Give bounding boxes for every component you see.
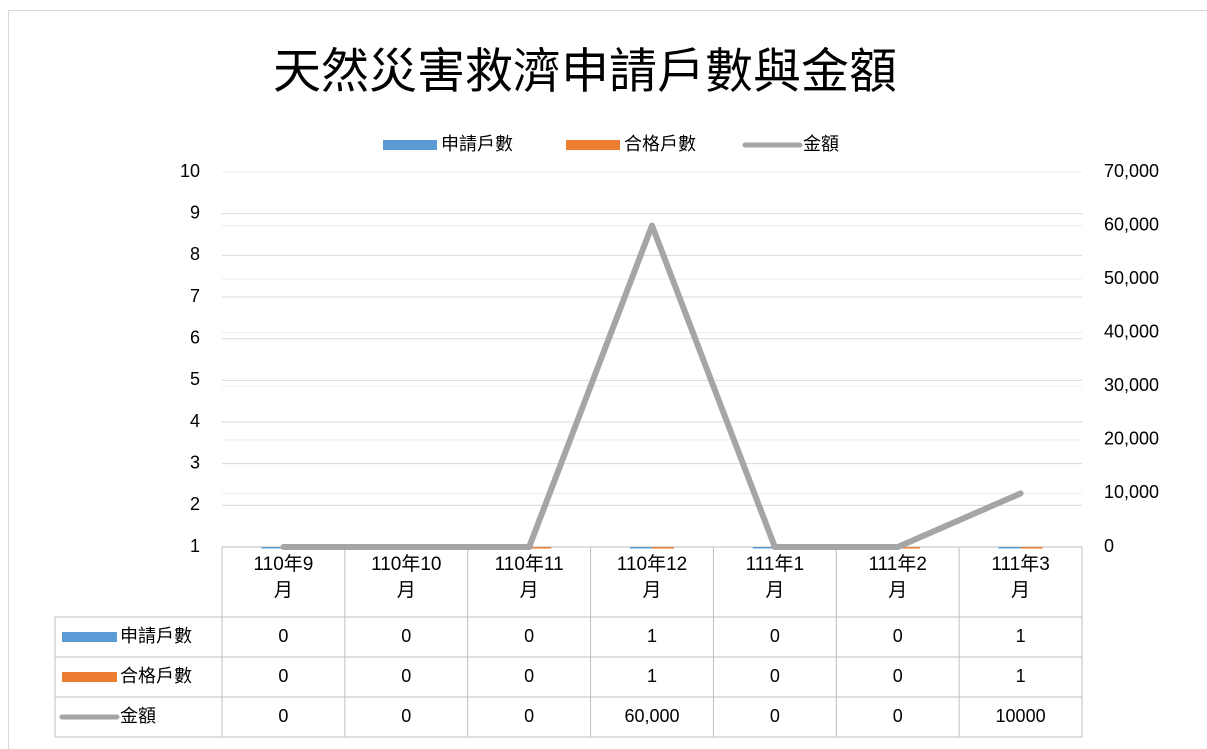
- bar: [1020, 547, 1043, 549]
- table-value: 0: [770, 666, 780, 686]
- table-value: 0: [524, 706, 534, 726]
- table-value: 0: [401, 706, 411, 726]
- legend-label: 申請戶數: [441, 134, 513, 154]
- y-tick-label: 7: [190, 286, 200, 306]
- table-value: 0: [278, 706, 288, 726]
- y-tick-label: 8: [190, 244, 200, 264]
- table-value: 0: [524, 666, 534, 686]
- table-row-label: 申請戶數: [120, 626, 192, 646]
- table-value: 60,000: [624, 706, 679, 726]
- table-value: 0: [770, 706, 780, 726]
- chart-border: [8, 10, 1207, 749]
- y2-tick-label: 50,000: [1104, 268, 1159, 288]
- x-tick-label: 111年3月: [991, 554, 1050, 601]
- legend-key: [566, 140, 620, 150]
- table-value: 1: [647, 666, 657, 686]
- y-tick-label: 9: [190, 202, 200, 222]
- y2-tick-label: 70,000: [1104, 161, 1159, 181]
- bar: [897, 547, 920, 549]
- y2-tick-label: 40,000: [1104, 321, 1159, 341]
- y-tick-label: 2: [190, 494, 200, 514]
- bar: [998, 547, 1021, 549]
- table-value: 0: [893, 706, 903, 726]
- x-tick-label: 111年2月: [868, 554, 927, 601]
- y2-tick-label: 30,000: [1104, 375, 1159, 395]
- table-value: 0: [278, 666, 288, 686]
- y-tick-label: 3: [190, 452, 200, 472]
- y-tick-label: 1: [190, 536, 200, 556]
- legend-label: 金額: [803, 134, 839, 154]
- x-tick-label: 111年1月: [745, 554, 805, 601]
- y2-tick-label: 10,000: [1104, 482, 1159, 502]
- y-tick-label: 6: [190, 327, 200, 347]
- table-key: [62, 632, 117, 642]
- table-value: 1: [1016, 666, 1026, 686]
- y-tick-label: 10: [180, 161, 200, 181]
- chart-title: 天然災害救濟申請戶數與金額: [273, 46, 897, 99]
- line-series: [280, 222, 1024, 550]
- table-value: 0: [278, 626, 288, 646]
- table-value: 0: [524, 626, 534, 646]
- table-value: 1: [647, 626, 657, 646]
- table-key: [62, 672, 117, 682]
- bar: [752, 547, 775, 549]
- x-tick-label: 110年11月: [494, 554, 564, 601]
- table-value: 10000: [996, 706, 1046, 726]
- table-value: 0: [893, 626, 903, 646]
- bar: [529, 547, 552, 549]
- table-value: 1: [1016, 626, 1026, 646]
- y-tick-label: 4: [190, 411, 200, 431]
- y-tick-label: 5: [190, 369, 200, 389]
- table-row-label: 合格戶數: [120, 666, 192, 686]
- legend-label: 合格戶數: [624, 134, 696, 154]
- table-value: 0: [401, 666, 411, 686]
- table-value: 0: [770, 626, 780, 646]
- table-value: 0: [893, 666, 903, 686]
- legend-key: [383, 140, 437, 150]
- bar: [652, 547, 675, 549]
- x-tick-label: 110年10月: [371, 554, 442, 601]
- bar: [261, 547, 284, 549]
- table-row-label: 金額: [120, 706, 156, 726]
- y2-tick-label: 60,000: [1104, 214, 1159, 234]
- x-tick-label: 110年12月: [616, 554, 688, 601]
- x-tick-label: 110年9月: [253, 554, 314, 601]
- bar: [629, 547, 652, 549]
- y2-tick-label: 20,000: [1104, 429, 1159, 449]
- y2-tick-label: 0: [1104, 536, 1114, 556]
- table-value: 0: [401, 626, 411, 646]
